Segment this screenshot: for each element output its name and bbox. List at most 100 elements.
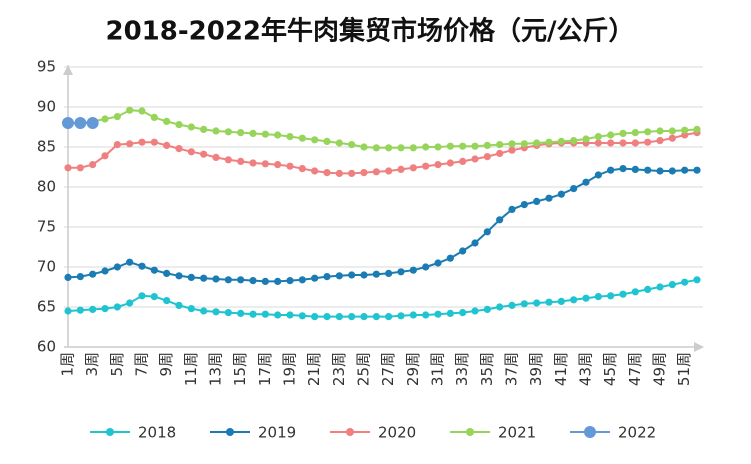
data-point [496, 303, 504, 311]
legend-label: 2022 [618, 424, 656, 442]
data-point [163, 297, 171, 305]
data-point [631, 129, 639, 137]
data-point [471, 155, 479, 163]
y-tick-label: 90 [37, 98, 56, 116]
data-point [533, 139, 541, 147]
data-point [311, 274, 319, 282]
legend-swatch-dot [584, 426, 596, 438]
series-line [68, 131, 698, 175]
x-tick-label: 17周 [256, 352, 274, 386]
data-point [286, 162, 294, 170]
legend-swatch-dot [466, 428, 474, 436]
data-point [508, 140, 516, 148]
data-point [212, 153, 220, 161]
data-point [126, 299, 134, 307]
data-point [348, 169, 356, 177]
data-point [520, 300, 528, 308]
data-point [409, 164, 417, 172]
data-point [89, 161, 97, 169]
data-point [335, 272, 343, 280]
data-point [631, 165, 639, 173]
y-tick-label: 85 [37, 138, 56, 156]
data-point [607, 166, 615, 174]
data-point [508, 205, 516, 213]
data-point [656, 137, 664, 145]
data-point [656, 167, 664, 175]
data-point [311, 167, 319, 175]
data-point [261, 160, 269, 168]
data-point [409, 266, 417, 274]
data-point [76, 164, 84, 172]
x-tick-label: 33周 [453, 352, 471, 386]
x-tick-label: 5周 [108, 352, 126, 377]
data-point [459, 309, 467, 317]
data-point [681, 126, 689, 134]
data-point [335, 139, 343, 147]
data-point [644, 138, 652, 146]
data-point [385, 269, 393, 277]
x-tick-label: 29周 [404, 352, 422, 386]
data-point [274, 277, 282, 285]
data-point [545, 138, 553, 146]
data-point [261, 130, 269, 138]
data-point [113, 113, 121, 121]
data-point [631, 288, 639, 296]
data-point [187, 123, 195, 131]
data-point [126, 140, 134, 148]
legend-item: 2020 [330, 424, 416, 442]
data-point [101, 115, 109, 123]
y-tick-label: 95 [37, 58, 56, 76]
x-tick-label: 23周 [330, 352, 348, 386]
data-point [126, 106, 134, 114]
legend-item: 2018 [90, 424, 176, 442]
data-point [298, 165, 306, 173]
series-line [67, 167, 697, 283]
data-point [644, 285, 652, 293]
data-point [533, 197, 541, 205]
data-point [520, 201, 528, 209]
y-tick-label: 60 [37, 338, 56, 356]
data-point [397, 144, 405, 152]
data-point [372, 168, 380, 176]
data-point [212, 127, 220, 135]
data-point [557, 297, 565, 305]
data-point [187, 273, 195, 281]
data-point [360, 313, 368, 321]
data-point [397, 312, 405, 320]
data-point [372, 144, 380, 152]
data-point [656, 283, 664, 291]
data-point [323, 137, 331, 145]
data-point [298, 276, 306, 284]
data-point [422, 162, 430, 170]
data-point [434, 143, 442, 151]
data-point [372, 270, 380, 278]
data-point [446, 142, 454, 150]
data-point [668, 281, 676, 289]
data-point [545, 194, 553, 202]
data-point [360, 143, 368, 151]
data-point [212, 308, 220, 316]
data-point [582, 294, 590, 302]
data-point [681, 166, 689, 174]
y-tick-label: 65 [37, 298, 56, 316]
data-point [471, 307, 479, 315]
data-point [348, 313, 356, 321]
data-point [286, 277, 294, 285]
data-point [619, 290, 627, 298]
data-point [138, 138, 146, 146]
data-point [101, 152, 109, 160]
x-tick-label: 9周 [157, 352, 175, 377]
data-point [138, 107, 146, 115]
data-point [62, 117, 74, 129]
data-point [249, 277, 257, 285]
data-point [619, 129, 627, 137]
data-point [668, 167, 676, 175]
x-tick-label: 19周 [281, 352, 299, 386]
data-point [594, 171, 602, 179]
data-point [200, 274, 208, 282]
data-point [101, 267, 109, 275]
data-point [397, 165, 405, 173]
data-point [64, 273, 72, 281]
data-point [163, 117, 171, 125]
x-axis-arrow [694, 342, 704, 352]
